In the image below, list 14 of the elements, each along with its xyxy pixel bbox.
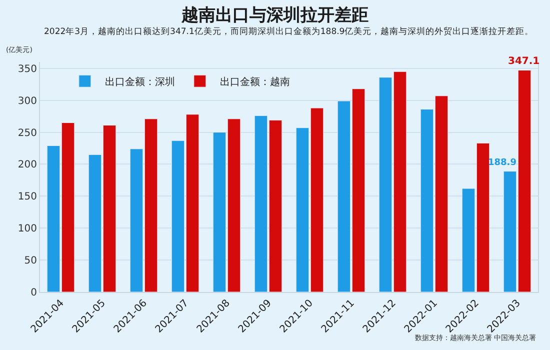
y-tick-label: 250 xyxy=(18,128,37,139)
chart-subtitle: 2022年3月，越南的出口额达到347.1亿美元，而同期深圳出口金额为188.9亿美元，越南与深圳的外贸出口逐渐拉开差距。 xyxy=(44,26,534,37)
data-label: 347.1 xyxy=(508,56,540,67)
y-tick-label: 0 xyxy=(30,288,37,298)
legend-label: 出口金额：越南 xyxy=(220,76,290,88)
y-tick-label: 100 xyxy=(18,224,37,235)
y-tick-label: 150 xyxy=(18,192,37,203)
y-tick-label: 200 xyxy=(18,160,37,171)
y-tick-label: 50 xyxy=(24,256,37,267)
y-tick-label: 300 xyxy=(18,96,37,107)
legend-label: 出口金额：深圳 xyxy=(104,76,175,88)
data-label: 188.9 xyxy=(488,158,516,168)
chart-title: 越南出口与深圳拉开差距 xyxy=(180,6,368,26)
y-tick-label: 350 xyxy=(18,64,37,75)
